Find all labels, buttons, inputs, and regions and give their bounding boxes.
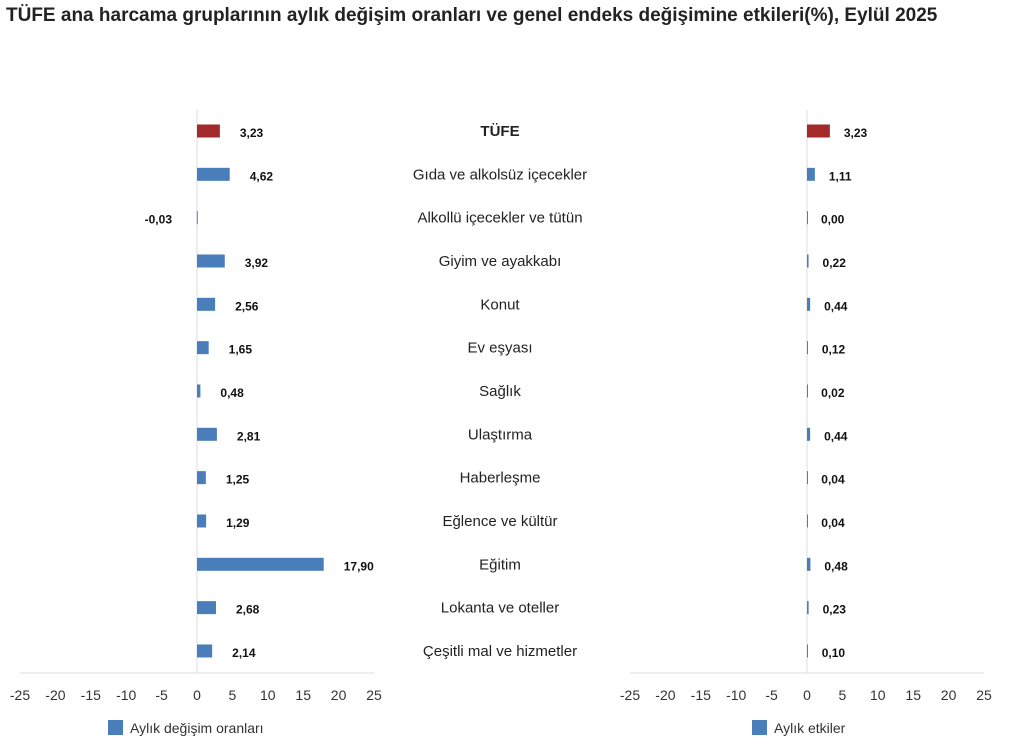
left-x-tick: 5 xyxy=(229,687,237,703)
right-x-tick: 0 xyxy=(803,687,811,703)
right-data-label: 0,12 xyxy=(822,343,846,357)
right-data-label: 0,44 xyxy=(824,429,848,443)
category-label: Eğlence ve kültür xyxy=(442,513,557,530)
chart-title: TÜFE ana harcama gruplarının aylık değiş… xyxy=(6,5,938,26)
left-bar xyxy=(197,644,213,658)
right-bar xyxy=(807,254,809,268)
right-bar xyxy=(807,167,815,181)
category-label: Alkollü içecekler ve tütün xyxy=(417,210,582,227)
left-data-label: -0,03 xyxy=(145,213,173,227)
left-data-label: 1,65 xyxy=(229,343,253,357)
left-x-tick: 15 xyxy=(295,687,311,703)
left-bar xyxy=(197,341,209,355)
left-x-tick: -25 xyxy=(10,687,30,703)
right-x-tick: 25 xyxy=(976,687,992,703)
left-x-tick: 10 xyxy=(260,687,276,703)
right-data-label: 0,04 xyxy=(821,516,845,530)
left-data-label: 1,29 xyxy=(226,516,250,530)
right-bar xyxy=(807,341,808,355)
left-bar xyxy=(197,384,201,398)
left-x-tick: 20 xyxy=(331,687,347,703)
right-data-label: 1,11 xyxy=(829,169,852,183)
category-label: Konut xyxy=(480,296,520,313)
right-data-label: 0,00 xyxy=(821,213,845,227)
category-label: TÜFE xyxy=(480,123,519,140)
left-x-tick: -5 xyxy=(155,687,168,703)
category-label: Gıda ve alkolsüz içecekler xyxy=(413,166,587,183)
right-data-label: 0,02 xyxy=(821,386,845,400)
left-x-tick: -10 xyxy=(116,687,136,703)
right-data-label: 0,10 xyxy=(822,646,846,660)
category-label: Ulaştırma xyxy=(468,426,533,443)
right-x-tick: -10 xyxy=(726,687,746,703)
right-bar xyxy=(807,384,808,398)
right-bar xyxy=(807,297,811,311)
right-x-tick: 20 xyxy=(941,687,957,703)
left-bar xyxy=(196,211,198,225)
right-bar xyxy=(807,471,808,485)
right-bar xyxy=(807,514,808,528)
right-bar xyxy=(807,427,811,441)
category-label: Haberleşme xyxy=(460,470,541,487)
right-bar xyxy=(807,601,809,615)
left-x-tick: -15 xyxy=(81,687,101,703)
left-bar xyxy=(197,124,220,138)
left-data-label: 0,48 xyxy=(220,386,244,400)
left-data-label: 3,92 xyxy=(245,256,269,270)
left-data-label: 2,14 xyxy=(232,646,256,660)
left-data-label: 1,25 xyxy=(226,473,250,487)
right-legend-label: Aylık etkiler xyxy=(774,720,846,736)
right-legend-swatch xyxy=(752,720,767,735)
category-label: Giyim ve ayakkabı xyxy=(439,253,562,270)
left-data-label: 2,68 xyxy=(236,603,260,617)
left-data-label: 17,90 xyxy=(344,559,374,573)
left-x-tick: 25 xyxy=(366,687,382,703)
category-label: Eğitim xyxy=(479,556,521,573)
category-label: Sağlık xyxy=(479,383,521,400)
right-bar xyxy=(807,124,830,138)
right-data-label: 0,22 xyxy=(823,256,847,270)
right-x-tick: -20 xyxy=(655,687,675,703)
left-data-label: 3,23 xyxy=(240,126,264,140)
right-data-label: 0,44 xyxy=(824,299,848,313)
right-x-tick: -5 xyxy=(765,687,778,703)
right-x-tick: -15 xyxy=(691,687,711,703)
category-label: Çeşitli mal ve hizmetler xyxy=(423,643,577,660)
left-bar xyxy=(197,297,216,311)
left-bar xyxy=(197,471,206,485)
left-x-tick: -20 xyxy=(45,687,65,703)
left-legend-label: Aylık değişim oranları xyxy=(130,720,264,736)
left-bar xyxy=(197,514,207,528)
right-x-tick: 10 xyxy=(870,687,886,703)
right-bar xyxy=(807,557,811,571)
left-bar xyxy=(197,601,216,615)
right-data-label: 0,04 xyxy=(821,473,845,487)
category-label: Lokanta ve oteller xyxy=(441,600,559,617)
left-data-label: 2,81 xyxy=(237,429,261,443)
left-bar xyxy=(197,427,217,441)
right-data-label: 0,48 xyxy=(824,559,848,573)
right-x-tick: -25 xyxy=(620,687,640,703)
left-bar xyxy=(197,557,324,571)
right-x-tick: 15 xyxy=(905,687,921,703)
right-x-tick: 5 xyxy=(839,687,847,703)
left-data-label: 2,56 xyxy=(235,299,259,313)
right-data-label: 3,23 xyxy=(844,126,868,140)
left-bar xyxy=(197,167,230,181)
category-label: Ev eşyası xyxy=(467,340,532,357)
right-bar xyxy=(807,644,808,658)
left-bar xyxy=(197,254,225,268)
left-legend-swatch xyxy=(108,720,123,735)
right-data-label: 0,23 xyxy=(823,603,847,617)
left-x-tick: 0 xyxy=(193,687,201,703)
left-data-label: 4,62 xyxy=(250,169,274,183)
right-bar xyxy=(807,211,808,225)
